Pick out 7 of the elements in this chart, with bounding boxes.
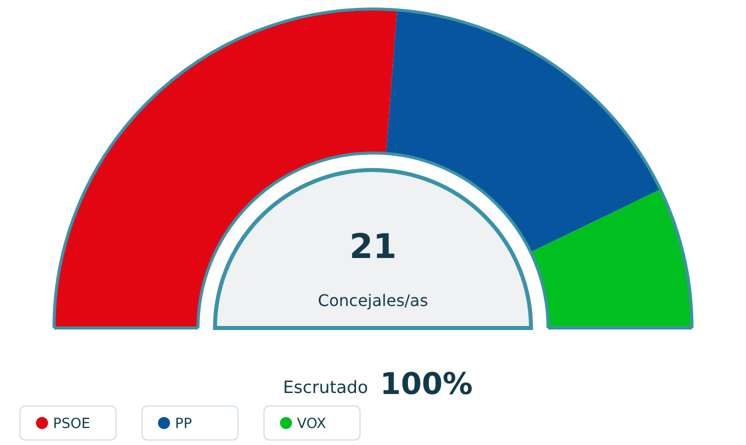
- text: Escrutado: [283, 378, 368, 398]
- text: Concejales/as: [318, 291, 428, 310]
- text: 21: [349, 227, 397, 267]
- legend-label: PP: [175, 416, 192, 432]
- text: 100%: [380, 367, 473, 402]
- legend-label: VOX: [297, 416, 326, 432]
- legend-label: PSOE: [53, 416, 90, 432]
